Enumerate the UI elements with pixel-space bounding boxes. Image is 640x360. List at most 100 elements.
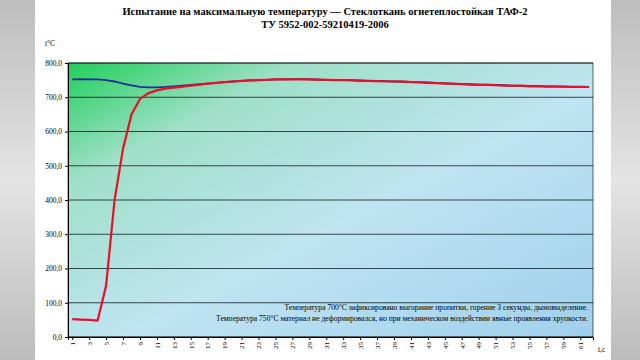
tick-mark xyxy=(65,337,68,338)
tick: 0,0 xyxy=(53,333,68,342)
tick-mark xyxy=(65,97,68,98)
tick: 500,0 xyxy=(45,162,68,171)
tick-mark xyxy=(65,269,68,270)
subtitle: ТУ 5952-002-59210419-2006 xyxy=(261,19,389,30)
tick-mark xyxy=(479,337,480,340)
tick-mark xyxy=(106,337,107,340)
tick: 3 xyxy=(86,337,94,346)
tick-label: 39 xyxy=(391,342,399,350)
tick-label: 53 xyxy=(509,342,517,350)
tick-label: 7 xyxy=(120,342,128,346)
tick-label: 47 xyxy=(458,342,466,350)
tick-mark xyxy=(140,337,141,340)
tick-label: 25 xyxy=(272,342,280,350)
tick-label: 21 xyxy=(238,342,246,350)
tick: 5 xyxy=(103,337,111,346)
tick: 59 xyxy=(560,337,568,349)
tick-mark xyxy=(208,337,209,340)
grid-line xyxy=(68,165,593,166)
tick: 11 xyxy=(154,337,162,349)
series-line xyxy=(72,79,589,320)
tick-mark xyxy=(65,234,68,235)
tick-mark xyxy=(65,303,68,304)
tick: 31 xyxy=(323,337,331,349)
tick-label: 1 xyxy=(69,342,77,346)
chart-background xyxy=(35,0,611,360)
tick: 200,0 xyxy=(45,264,68,273)
tick-mark xyxy=(65,200,68,201)
tick-mark xyxy=(563,337,564,340)
tick-label: 15 xyxy=(188,342,196,350)
tick: 37 xyxy=(374,337,382,349)
tick-mark xyxy=(157,337,158,340)
tick-label: 17 xyxy=(204,342,212,350)
grid-line xyxy=(68,234,593,235)
tick-mark xyxy=(462,337,463,340)
tick-mark xyxy=(513,337,514,340)
x-axis-title: t,c xyxy=(598,345,606,354)
tick-label: 35 xyxy=(357,342,365,350)
tick-label: 43 xyxy=(425,342,433,350)
tick: 23 xyxy=(255,337,263,349)
tick: 49 xyxy=(475,337,483,349)
tick-mark xyxy=(309,337,310,340)
tick-mark xyxy=(174,337,175,340)
title: Испытание на максимальную температуру — … xyxy=(122,6,527,17)
plot-background xyxy=(68,63,593,337)
tick-label: 49 xyxy=(475,342,483,350)
tick-label: 300,0 xyxy=(45,230,62,239)
tick: 45 xyxy=(442,337,450,349)
tick-label: 23 xyxy=(255,342,263,350)
grid-line xyxy=(68,200,593,201)
tick-label: 45 xyxy=(442,342,450,350)
y-axis: 0,0100,0200,0300,0400,0500,0600,0700,080… xyxy=(45,59,68,342)
series-group xyxy=(72,79,589,320)
tick-mark xyxy=(275,337,276,340)
tick-label: 57 xyxy=(543,342,551,350)
tick-mark xyxy=(292,337,293,340)
x-axis: 1357911131517192123252729313335373941434… xyxy=(69,337,594,349)
tick: 15 xyxy=(188,337,196,349)
axis-line xyxy=(69,338,594,341)
tick-mark xyxy=(445,337,446,340)
grid-line xyxy=(68,268,593,269)
tick: 39 xyxy=(391,337,399,349)
tick-label: 3 xyxy=(86,342,94,346)
tick: 700,0 xyxy=(45,93,68,102)
tick: 600,0 xyxy=(45,127,68,136)
tick: 27 xyxy=(289,337,297,349)
annotation: Температура 750°С материал не деформиров… xyxy=(216,314,588,323)
tick-mark xyxy=(242,337,243,340)
tick: 47 xyxy=(458,337,466,349)
tick: 7 xyxy=(120,337,128,346)
tick-label: 100,0 xyxy=(45,299,62,308)
tick-mark xyxy=(496,337,497,340)
tick: 61 xyxy=(577,337,585,349)
plot-frame xyxy=(68,63,593,337)
tick-label: 59 xyxy=(560,342,568,350)
tick-mark xyxy=(65,166,68,167)
tick-mark xyxy=(65,132,68,133)
grid-line xyxy=(68,131,593,132)
tick: 19 xyxy=(221,337,229,349)
tick-mark xyxy=(72,337,73,340)
tick: 21 xyxy=(238,337,246,349)
tick-label: 19 xyxy=(221,342,229,350)
tick-label: 11 xyxy=(154,342,162,349)
tick-mark xyxy=(377,337,378,340)
tick-mark xyxy=(89,337,90,340)
tick-label: 700,0 xyxy=(45,93,62,102)
tick: 400,0 xyxy=(45,196,68,205)
tick: 1 xyxy=(69,337,77,346)
tick-label: 41 xyxy=(408,342,416,350)
chart: 0,0100,0200,0300,0400,0500,0600,0700,080… xyxy=(0,0,640,360)
tick-mark xyxy=(411,337,412,340)
tick-mark xyxy=(546,337,547,340)
tick-label: 29 xyxy=(306,342,314,350)
tick: 51 xyxy=(492,337,500,349)
tick-label: 37 xyxy=(374,342,382,350)
tick: 43 xyxy=(425,337,433,349)
tick: 35 xyxy=(357,337,365,349)
tick: 17 xyxy=(204,337,212,349)
tick-label: 27 xyxy=(289,342,297,350)
